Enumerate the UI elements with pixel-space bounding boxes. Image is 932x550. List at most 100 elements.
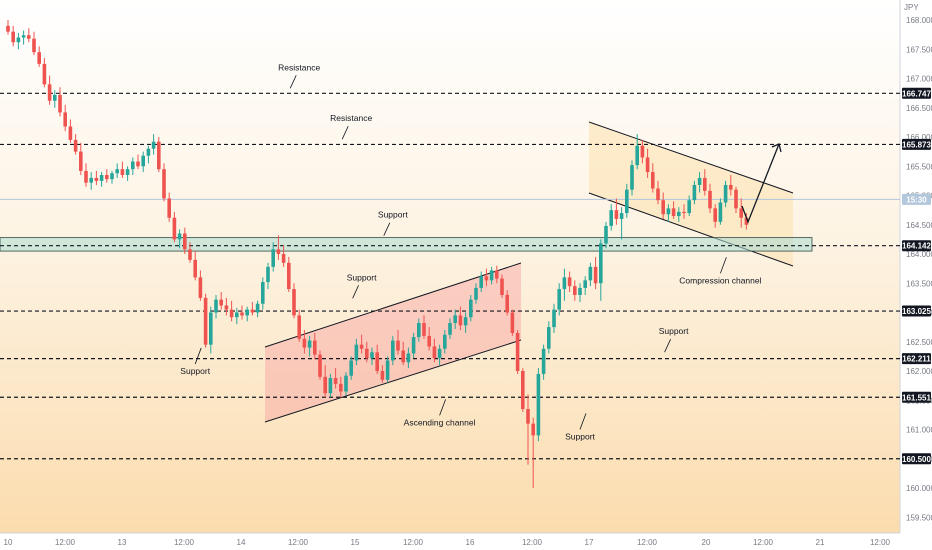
horizontal-levels (0, 92, 900, 460)
candle-body-41 (219, 299, 223, 306)
compression-channel-upper (588, 121, 794, 194)
annotation-pointer-8 (720, 257, 727, 274)
price-tick-17: 166.500 (906, 104, 932, 113)
annotation-label-8: Compression channel (679, 275, 761, 285)
candle-body-24 (131, 161, 135, 170)
price-tick-10: 161.000 (906, 426, 932, 435)
level-price-text-2: 164.142 (902, 242, 931, 251)
level-price-text-3: 163.025 (902, 307, 931, 316)
candle-body-54 (287, 262, 291, 290)
candle-body-61 (323, 376, 327, 394)
candle-body-7 (42, 63, 47, 85)
candle-body-63 (333, 378, 338, 384)
candle-body-9 (53, 94, 57, 101)
level-price-box-6 (902, 453, 931, 465)
candle-body-107 (562, 277, 567, 290)
candle-body-124 (651, 172, 655, 189)
candle-body-69 (365, 348, 369, 359)
candle-body-78 (411, 337, 416, 354)
candle-body-136 (713, 208, 717, 222)
candle-body-97 (510, 312, 515, 333)
candle-body-11 (63, 112, 67, 127)
candle-body-47 (250, 309, 255, 313)
candle-body-68 (359, 344, 364, 349)
annotation-label-4: Support (180, 366, 210, 376)
candle-body-27 (146, 148, 151, 156)
candle-body-92 (484, 276, 489, 281)
candle-body-76 (401, 350, 405, 363)
candle-body-46 (245, 309, 249, 316)
price-tick-12: 160.000 (906, 484, 932, 493)
time-tick-13: 12:00 (753, 538, 774, 547)
candle-body-20 (110, 173, 114, 180)
level-price-text-4: 162.211 (902, 355, 931, 364)
compression-channel-fill (589, 122, 793, 266)
current-price-box (902, 193, 931, 205)
candle-body-141 (739, 208, 743, 218)
candle-body-102 (536, 373, 541, 436)
candle-body-77 (406, 353, 411, 363)
candle-body-89 (469, 299, 473, 318)
annotation-label-5: Support (659, 326, 689, 336)
candle-body-52 (276, 249, 281, 254)
candle-body-139 (729, 184, 733, 190)
candle-body-140 (734, 189, 738, 209)
candle-body-25 (136, 161, 140, 167)
candle-body-56 (297, 315, 301, 339)
candle-body-14 (79, 151, 83, 171)
candle-body-130 (682, 211, 686, 214)
candle-body-32 (172, 217, 177, 240)
candle-body-64 (339, 383, 343, 392)
price-tick-5: 163.500 (906, 279, 932, 288)
plot-background (0, 0, 900, 533)
candle-body-91 (479, 276, 483, 288)
candle-body-29 (157, 141, 161, 170)
candle-body-98 (515, 332, 520, 371)
candle-body-114 (599, 243, 603, 284)
price-tick-14: 168.000 (906, 16, 932, 25)
candle-body-65 (344, 375, 348, 392)
chart-drawings (741, 143, 782, 224)
candle-body-132 (692, 184, 697, 201)
price-tick-1: 165.500 (906, 162, 932, 171)
candle-body-49 (261, 282, 265, 304)
candle-body-33 (177, 233, 182, 240)
candle-body-31 (167, 198, 171, 218)
annotation-pointer-4 (194, 347, 202, 365)
candle-body-70 (370, 352, 374, 359)
price-tick-13: 159.500 (906, 513, 932, 522)
annotation-label-1: Resistance (330, 113, 372, 123)
candle-body-111 (583, 280, 587, 288)
candle-body-134 (703, 177, 707, 191)
candle-body-100 (526, 409, 530, 424)
candle-body-38 (203, 297, 208, 345)
ascending-channel-lower (264, 339, 522, 423)
candle-body-17 (94, 177, 99, 181)
current-price-text: 15:30 (906, 195, 927, 204)
candle-body-131 (687, 200, 691, 214)
candle-body-101 (531, 423, 535, 436)
candle-body-23 (125, 169, 130, 176)
candle-body-5 (32, 38, 36, 53)
candlestick-series (6, 20, 749, 488)
candle-body-43 (229, 309, 234, 318)
candle-body-18 (99, 175, 104, 181)
ascending-channel-upper (264, 262, 522, 348)
price-tick-3: 164.500 (906, 221, 932, 230)
candle-body-93 (489, 270, 494, 281)
annotation-pointer-7 (439, 399, 446, 416)
time-tick-9: 12:00 (522, 538, 543, 547)
candle-body-53 (281, 254, 286, 263)
time-tick-8: 16 (466, 538, 475, 547)
candle-body-96 (505, 294, 509, 313)
level-price-text-1: 165.873 (902, 140, 931, 149)
candle-body-125 (656, 188, 660, 201)
candle-body-112 (588, 266, 593, 281)
annotation-pointer-5 (664, 338, 671, 353)
level-price-text-0: 166.747 (902, 89, 931, 98)
candle-body-122 (640, 145, 645, 158)
candle-body-40 (214, 299, 218, 313)
level-price-box-5 (902, 391, 931, 403)
candle-body-119 (625, 189, 629, 214)
